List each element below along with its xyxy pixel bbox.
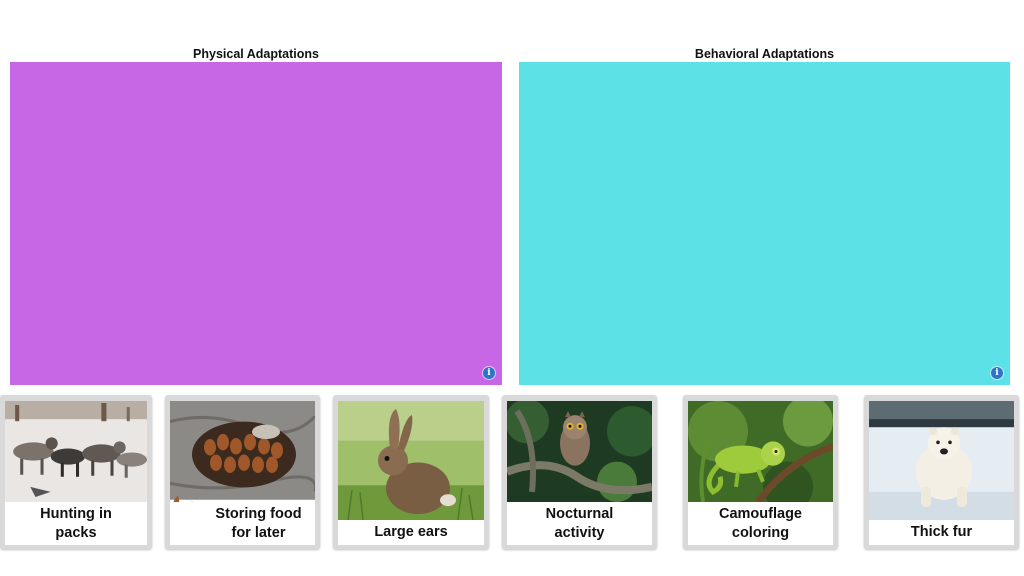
- card-thick-fur[interactable]: Thick fur: [864, 395, 1019, 549]
- card-storing-food[interactable]: Storing food for later: [165, 395, 320, 549]
- card-label: Thick fur: [869, 520, 1014, 545]
- polar-bear-photo: [869, 401, 1014, 520]
- behavioral-adaptations-dropzone[interactable]: i: [519, 62, 1010, 385]
- wolves-photo: [5, 401, 147, 502]
- owl-photo: [507, 401, 652, 502]
- card-label: Hunting in packs: [5, 502, 147, 545]
- card-label: Storing food for later: [170, 502, 315, 545]
- behavioral-adaptations-title: Behavioral Adaptations: [694, 47, 835, 61]
- info-icon[interactable]: i: [483, 367, 495, 379]
- card-label: Nocturnal activity: [507, 502, 652, 545]
- card-label: Camouflage coloring: [688, 502, 833, 545]
- rabbit-photo: [338, 401, 484, 520]
- chameleon-photo: [688, 401, 833, 502]
- card-label: Large ears: [338, 520, 484, 545]
- card-large-ears[interactable]: Large ears: [333, 395, 489, 549]
- info-icon[interactable]: i: [991, 367, 1003, 379]
- card-hunting-in-packs[interactable]: Hunting in packs: [0, 395, 152, 549]
- card-camouflage-coloring[interactable]: Camouflage coloring: [683, 395, 838, 549]
- physical-adaptations-title: Physical Adaptations: [193, 47, 319, 61]
- physical-adaptations-dropzone[interactable]: i: [10, 62, 502, 385]
- card-nocturnal-activity[interactable]: Nocturnal activity: [502, 395, 657, 549]
